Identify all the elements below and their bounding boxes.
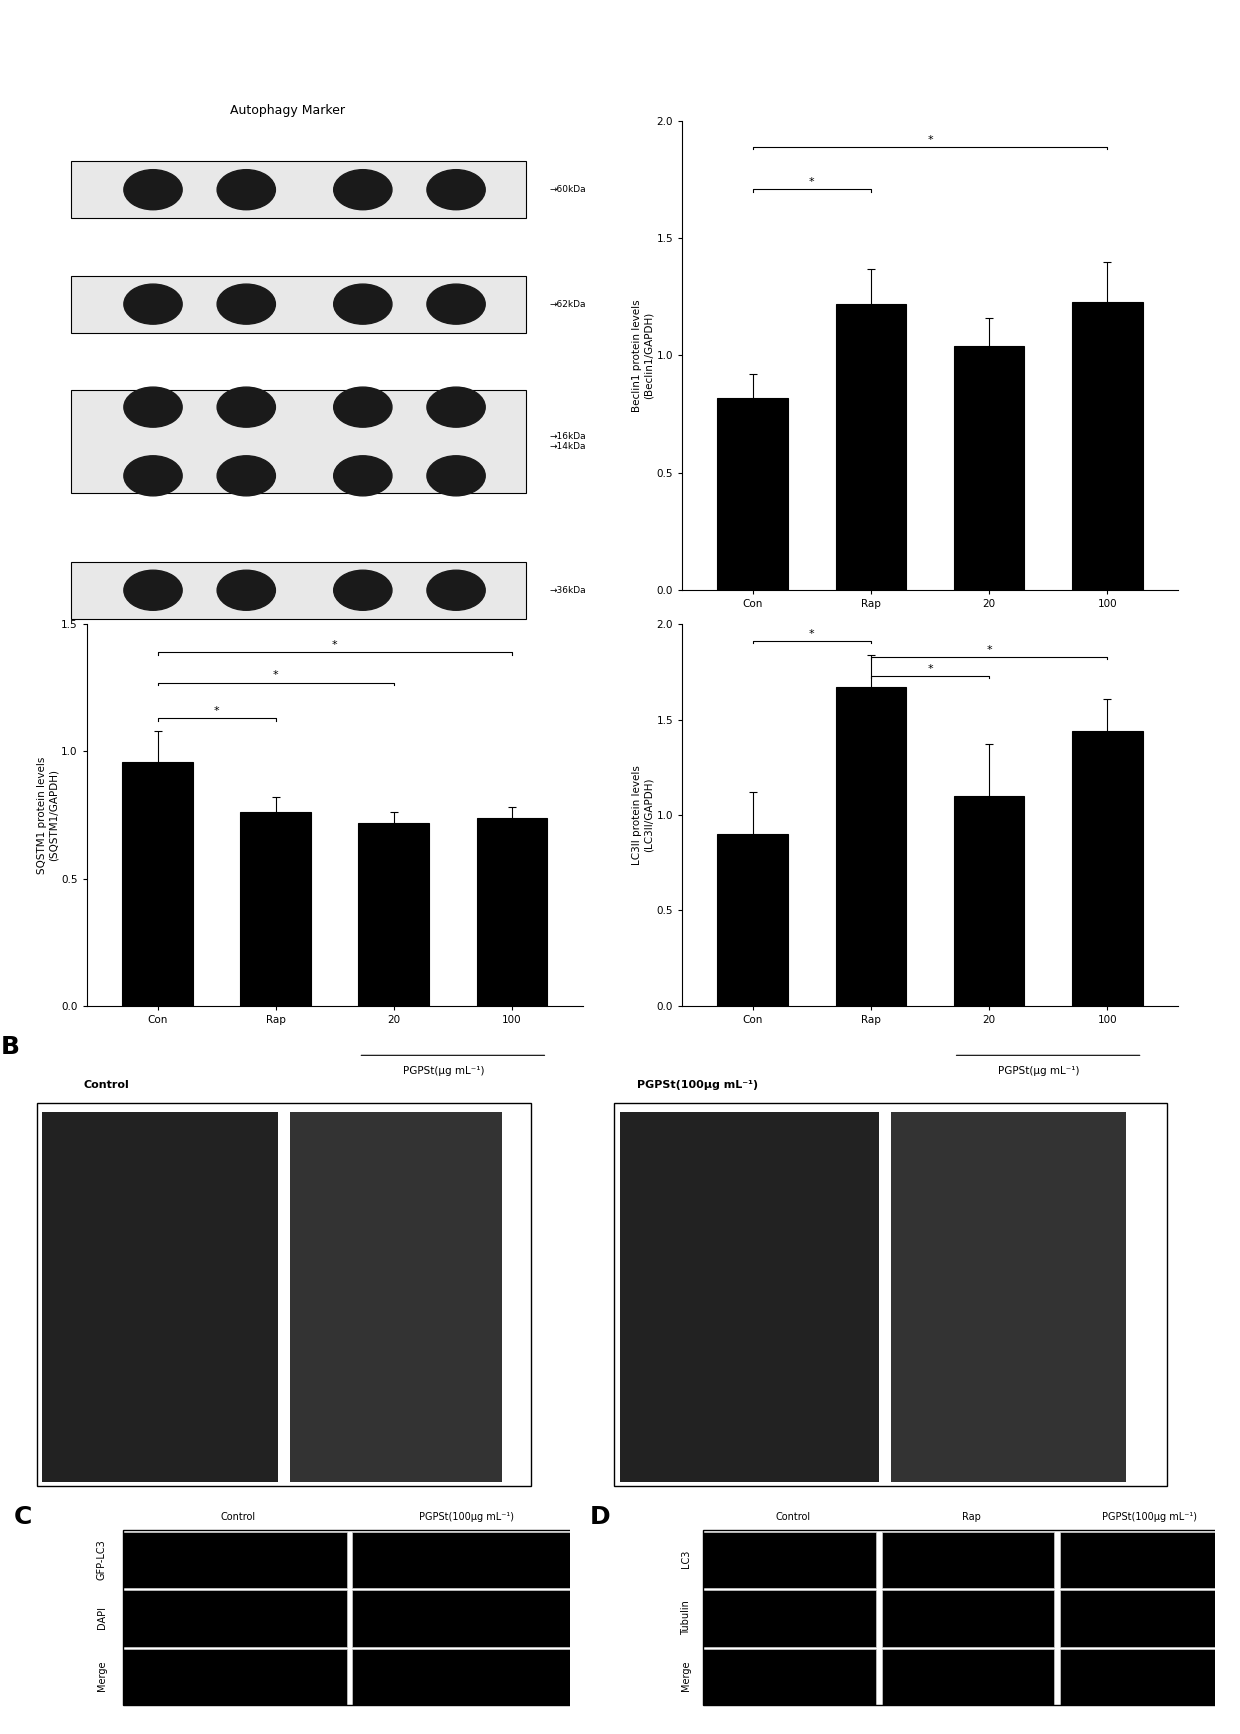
Text: *: * bbox=[928, 664, 932, 675]
Text: C: C bbox=[14, 1505, 32, 1529]
Bar bbox=[358, 822, 429, 1006]
Text: PGPSt(μg mL⁻¹): PGPSt(μg mL⁻¹) bbox=[403, 1066, 485, 1077]
Ellipse shape bbox=[124, 570, 182, 610]
Bar bbox=[1071, 302, 1142, 590]
Text: →62kDa: →62kDa bbox=[549, 300, 585, 309]
Ellipse shape bbox=[334, 284, 392, 324]
Ellipse shape bbox=[427, 456, 485, 496]
Bar bbox=[1071, 732, 1142, 1006]
FancyBboxPatch shape bbox=[72, 161, 526, 218]
Text: *: * bbox=[808, 629, 815, 640]
Bar bbox=[836, 687, 906, 1006]
Ellipse shape bbox=[334, 170, 392, 210]
Text: →60kDa: →60kDa bbox=[549, 186, 587, 194]
Text: D: D bbox=[590, 1505, 611, 1529]
Text: Merge: Merge bbox=[682, 1661, 692, 1691]
Text: *: * bbox=[808, 177, 815, 187]
Ellipse shape bbox=[217, 170, 275, 210]
Text: Control: Control bbox=[84, 1080, 129, 1091]
Text: GFP-LC3: GFP-LC3 bbox=[97, 1538, 107, 1580]
FancyBboxPatch shape bbox=[1060, 1649, 1233, 1705]
FancyBboxPatch shape bbox=[42, 1111, 278, 1481]
Text: PGPSt(μg mL⁻¹): PGPSt(μg mL⁻¹) bbox=[368, 716, 450, 727]
FancyBboxPatch shape bbox=[290, 1111, 502, 1481]
Text: PGPSt(100μg mL⁻¹): PGPSt(100μg mL⁻¹) bbox=[1102, 1512, 1198, 1522]
Ellipse shape bbox=[217, 456, 275, 496]
FancyBboxPatch shape bbox=[882, 1649, 1054, 1705]
FancyBboxPatch shape bbox=[352, 1590, 575, 1647]
Y-axis label: Beclin1 protein levels
(Beclin1/GAPDH): Beclin1 protein levels (Beclin1/GAPDH) bbox=[632, 300, 653, 411]
Text: PGPSt(μg mL⁻¹): PGPSt(μg mL⁻¹) bbox=[998, 666, 1080, 676]
Text: 100: 100 bbox=[446, 671, 466, 680]
Text: Autophagy Marker: Autophagy Marker bbox=[229, 104, 345, 116]
Text: PGPSt(μg mL⁻¹): PGPSt(μg mL⁻¹) bbox=[998, 1066, 1080, 1077]
Text: Rap: Rap bbox=[237, 671, 257, 680]
Text: B: B bbox=[1, 1035, 20, 1059]
Text: DAPI: DAPI bbox=[97, 1606, 107, 1628]
Ellipse shape bbox=[334, 456, 392, 496]
FancyBboxPatch shape bbox=[72, 276, 526, 333]
Text: *: * bbox=[986, 645, 992, 655]
Text: Tubulin: Tubulin bbox=[682, 1600, 692, 1635]
FancyBboxPatch shape bbox=[37, 1103, 532, 1486]
FancyBboxPatch shape bbox=[882, 1533, 1054, 1588]
Ellipse shape bbox=[217, 284, 275, 324]
Bar bbox=[718, 834, 789, 1006]
FancyBboxPatch shape bbox=[1060, 1590, 1233, 1647]
FancyBboxPatch shape bbox=[703, 1649, 875, 1705]
Bar bbox=[954, 347, 1024, 590]
FancyBboxPatch shape bbox=[703, 1590, 875, 1647]
Ellipse shape bbox=[124, 170, 182, 210]
Text: *: * bbox=[273, 669, 279, 680]
Ellipse shape bbox=[427, 387, 485, 427]
Ellipse shape bbox=[124, 284, 182, 324]
Text: PGPSt(100μg mL⁻¹): PGPSt(100μg mL⁻¹) bbox=[419, 1512, 515, 1522]
FancyBboxPatch shape bbox=[890, 1111, 1126, 1481]
Bar bbox=[836, 303, 906, 590]
FancyBboxPatch shape bbox=[882, 1590, 1054, 1647]
Text: Control: Control bbox=[219, 1512, 255, 1522]
Y-axis label: SQSTM1 protein levels
(SQSTM1/GAPDH): SQSTM1 protein levels (SQSTM1/GAPDH) bbox=[37, 756, 58, 874]
Ellipse shape bbox=[427, 284, 485, 324]
Bar bbox=[123, 761, 193, 1006]
Ellipse shape bbox=[124, 456, 182, 496]
Text: *: * bbox=[213, 706, 219, 716]
Text: Rap: Rap bbox=[962, 1512, 981, 1522]
Text: Merge: Merge bbox=[97, 1661, 107, 1691]
Ellipse shape bbox=[217, 570, 275, 610]
FancyBboxPatch shape bbox=[123, 1590, 347, 1647]
FancyBboxPatch shape bbox=[614, 1103, 1168, 1486]
FancyBboxPatch shape bbox=[352, 1649, 575, 1705]
Text: *: * bbox=[332, 640, 337, 650]
Text: Con: Con bbox=[143, 671, 164, 680]
FancyBboxPatch shape bbox=[1060, 1533, 1233, 1588]
Bar bbox=[476, 817, 547, 1006]
Bar bbox=[954, 796, 1024, 1006]
Ellipse shape bbox=[334, 387, 392, 427]
FancyBboxPatch shape bbox=[123, 1649, 347, 1705]
Text: 20: 20 bbox=[356, 671, 370, 680]
Text: PGPSt(100μg mL⁻¹): PGPSt(100μg mL⁻¹) bbox=[637, 1080, 759, 1091]
Text: Control: Control bbox=[775, 1512, 810, 1522]
Text: *: * bbox=[928, 135, 932, 146]
Bar bbox=[718, 397, 789, 590]
FancyBboxPatch shape bbox=[352, 1533, 575, 1588]
Ellipse shape bbox=[217, 387, 275, 427]
Ellipse shape bbox=[124, 387, 182, 427]
FancyBboxPatch shape bbox=[72, 390, 526, 492]
Ellipse shape bbox=[427, 570, 485, 610]
Bar bbox=[241, 813, 311, 1006]
Text: →16kDa
→14kDa: →16kDa →14kDa bbox=[549, 432, 587, 451]
FancyBboxPatch shape bbox=[72, 562, 526, 619]
FancyBboxPatch shape bbox=[703, 1533, 875, 1588]
Text: LC3: LC3 bbox=[682, 1550, 692, 1568]
Text: →36kDa: →36kDa bbox=[549, 586, 587, 595]
Y-axis label: LC3II protein levels
(LC3II/GAPDH): LC3II protein levels (LC3II/GAPDH) bbox=[632, 765, 653, 865]
FancyBboxPatch shape bbox=[620, 1111, 879, 1481]
FancyBboxPatch shape bbox=[123, 1533, 347, 1588]
Ellipse shape bbox=[334, 570, 392, 610]
Ellipse shape bbox=[427, 170, 485, 210]
